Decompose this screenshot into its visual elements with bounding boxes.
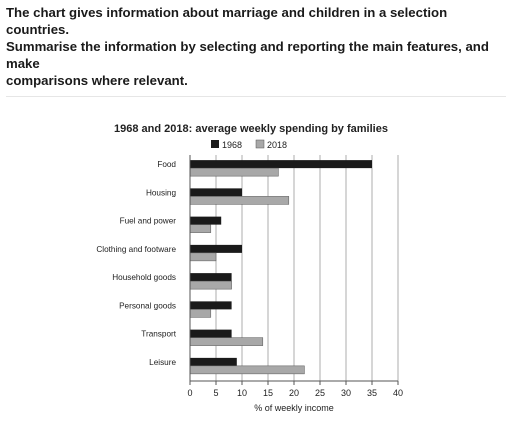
chart-title: 1968 and 2018: average weekly spending b… bbox=[114, 123, 388, 135]
bar-1968 bbox=[190, 244, 242, 253]
bar-1968 bbox=[190, 301, 232, 310]
bar-1968 bbox=[190, 216, 222, 225]
category-label: Household goods bbox=[112, 273, 176, 282]
prompt-line-1: The chart gives information about marria… bbox=[6, 5, 448, 37]
legend-swatch-1968 bbox=[211, 140, 219, 148]
bar-2018 bbox=[189, 252, 217, 262]
category-label: Transport bbox=[141, 330, 176, 339]
bar-2018 bbox=[189, 365, 305, 375]
bar-1968 bbox=[190, 329, 232, 338]
legend-label-2018: 2018 bbox=[267, 140, 287, 150]
category-label: Clothing and footware bbox=[96, 245, 176, 254]
x-tick-label: 30 bbox=[341, 388, 351, 398]
x-tick-label: 5 bbox=[213, 388, 218, 398]
x-tick-label: 10 bbox=[237, 388, 247, 398]
bar-1968 bbox=[190, 357, 237, 366]
x-tick-label: 15 bbox=[263, 388, 273, 398]
x-tick-label: 25 bbox=[315, 388, 325, 398]
bar-series bbox=[189, 160, 372, 375]
category-label: Food bbox=[157, 160, 176, 169]
bar-2018 bbox=[189, 280, 232, 290]
x-tick-label: 20 bbox=[289, 388, 299, 398]
category-label: Fuel and power bbox=[120, 217, 177, 226]
x-axis-label: % of weekly income bbox=[254, 403, 334, 413]
bar-2018 bbox=[189, 167, 279, 177]
bar-2018 bbox=[189, 224, 212, 233]
bar-2018 bbox=[189, 196, 290, 205]
task-prompt: The chart gives information about marria… bbox=[6, 4, 506, 89]
bar-2018 bbox=[189, 337, 264, 346]
legend-label-1968: 1968 bbox=[222, 140, 242, 150]
category-label: Housing bbox=[146, 188, 176, 197]
category-label: Personal goods bbox=[119, 301, 176, 310]
bar-1968 bbox=[190, 188, 242, 197]
bar-2018 bbox=[189, 309, 212, 318]
chart-panel: 1968 and 2018: average weekly spending b… bbox=[6, 96, 506, 419]
x-tick-label: 35 bbox=[367, 388, 377, 398]
bar-1968 bbox=[190, 273, 232, 282]
bar-1968 bbox=[190, 160, 372, 169]
category-labels: Food Housing Fuel and power Clothing and fo… bbox=[96, 160, 176, 367]
legend-swatch-2018 bbox=[255, 139, 265, 149]
bar-chart: 1968 and 2018: average weekly spending b… bbox=[96, 123, 403, 413]
x-tick-labels: 0 5 10 15 20 25 30 35 40 bbox=[187, 388, 403, 398]
prompt-line-2: Summarise the information by selecting a… bbox=[6, 39, 489, 71]
x-tick-label: 0 bbox=[187, 388, 192, 398]
legend: 1968 2018 bbox=[211, 139, 287, 150]
x-tick-label: 40 bbox=[393, 388, 403, 398]
prompt-line-3: comparisons where relevant. bbox=[6, 73, 188, 88]
category-label: Leisure bbox=[149, 358, 176, 367]
